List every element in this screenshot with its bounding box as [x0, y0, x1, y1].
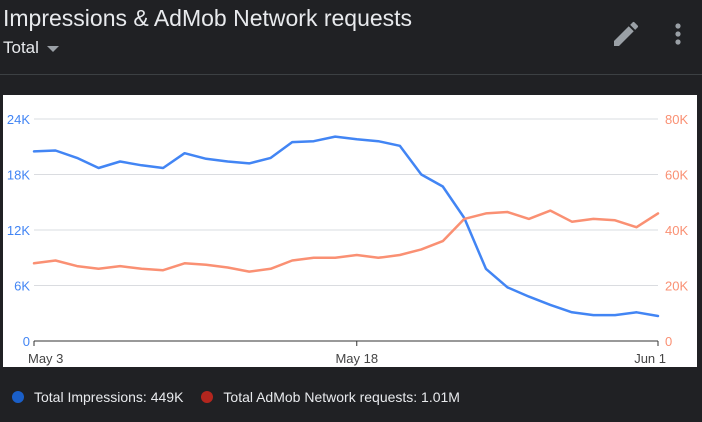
edit-button[interactable]: [610, 18, 642, 50]
chart-legend: Total Impressions: 449K Total AdMob Netw…: [0, 385, 466, 409]
series-line-impressions: [32, 135, 660, 318]
legend-item-impressions[interactable]: Total Impressions: 449K: [12, 389, 183, 405]
y-left-tick-label: 12K: [7, 223, 30, 238]
x-tick-label: May 3: [28, 351, 63, 366]
caret-down-icon: [46, 46, 59, 52]
x-tick-label: May 18: [335, 351, 378, 366]
y-left-tick-label: 0: [23, 334, 30, 349]
total-dropdown[interactable]: Total: [3, 38, 59, 58]
more-vert-icon: [675, 23, 681, 45]
y-right-tick-label: 20K: [665, 279, 688, 294]
chart-panel: 0 0 6K 20K 12K 40K 18K 60K 24K 80K May 3 May 18 Jun …: [3, 95, 697, 367]
legend-label-requests: Total AdMob Network requests: 1.01M: [223, 389, 460, 405]
x-tick-label: Jun 1: [634, 351, 666, 366]
more-options-button[interactable]: [666, 18, 690, 50]
legend-label-impressions: Total Impressions: 449K: [34, 389, 184, 405]
y-left-tick-label: 6K: [14, 279, 30, 294]
card-title: Impressions & AdMob Network requests: [3, 5, 413, 31]
y-right-tick-label: 60K: [665, 168, 688, 183]
dropdown-label: Total: [3, 38, 39, 57]
line-chart: 0 0 6K 20K 12K 40K 18K 60K 24K 80K May 3 May 18 Jun …: [7, 112, 689, 366]
legend-dot-impressions: [12, 391, 24, 403]
series-line-requests: [32, 209, 660, 273]
y-right-tick-label: 0: [665, 334, 672, 349]
y-left-tick-label: 24K: [7, 112, 30, 127]
y-right-tick-label: 40K: [665, 223, 688, 238]
card-header: Impressions & AdMob Network requests Tot…: [0, 0, 702, 74]
pencil-icon: [614, 21, 639, 46]
y-right-tick-label: 80K: [665, 112, 688, 127]
y-left-tick-label: 18K: [7, 168, 30, 183]
legend-item-requests[interactable]: Total AdMob Network requests: 1.01M: [201, 389, 460, 405]
legend-dot-requests: [201, 391, 214, 403]
header-divider: [0, 74, 702, 75]
